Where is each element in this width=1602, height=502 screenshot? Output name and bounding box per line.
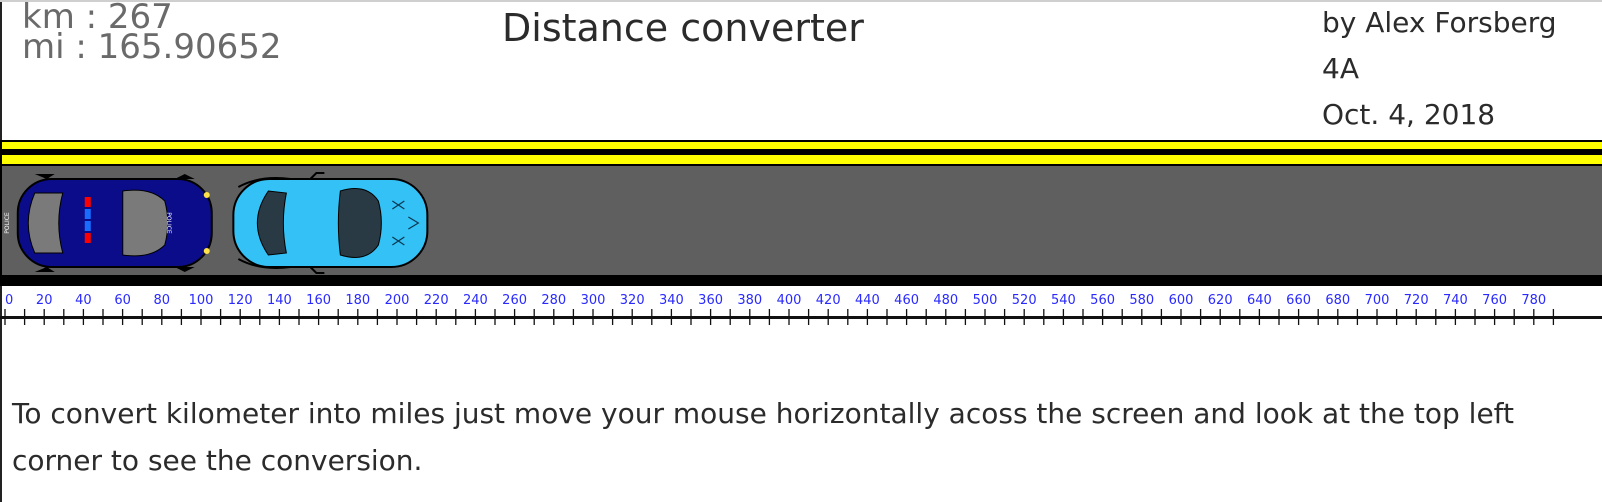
police-label-rear: POLICE <box>4 212 11 234</box>
ruler-label: 260 <box>502 293 527 308</box>
ruler-label: 460 <box>894 293 919 308</box>
ruler-label: 520 <box>1012 293 1037 308</box>
police-car: POLICE POLICE <box>4 174 213 272</box>
ruler-label: 640 <box>1247 293 1272 308</box>
ruler-label: 660 <box>1286 293 1311 308</box>
km-readout: km : 267 <box>22 0 173 37</box>
ruler-label: 40 <box>75 293 92 308</box>
ruler-label: 540 <box>1051 293 1076 308</box>
ruler-label: 180 <box>345 293 370 308</box>
ruler-label: 200 <box>385 293 410 308</box>
ruler-label: 300 <box>581 293 606 308</box>
ruler-label: 240 <box>463 293 488 308</box>
ruler-label: 140 <box>267 293 292 308</box>
date-label: Oct. 4, 2018 <box>1322 98 1496 131</box>
ruler-label: 340 <box>659 293 684 308</box>
lane-line-bottom <box>2 155 1602 164</box>
ruler-label: 740 <box>1443 293 1468 308</box>
ruler-label: 60 <box>114 293 131 308</box>
distance-ruler: 0 20 40 60 80 100 120 140 160 180 200 220 240 260 280 3… <box>0 293 1602 325</box>
ruler-label: 400 <box>777 293 802 308</box>
lane-line-top <box>2 142 1602 149</box>
ruler-baseline <box>0 316 1602 319</box>
class-label: 4A <box>1322 52 1359 85</box>
ruler-label: 280 <box>541 293 566 308</box>
ruler-label: 100 <box>189 293 214 308</box>
ruler-label: 480 <box>933 293 958 308</box>
frame-top-edge <box>0 0 1602 2</box>
ruler-label: 440 <box>855 293 880 308</box>
ruler-label: 360 <box>698 293 723 308</box>
blue-sports-car <box>232 172 429 274</box>
ruler-label: 560 <box>1090 293 1115 308</box>
ruler-label: 320 <box>620 293 645 308</box>
instructions-text: To convert kilometer into miles just mov… <box>12 397 1515 477</box>
ruler-label: 760 <box>1482 293 1507 308</box>
police-label-front: POLICE <box>165 212 172 234</box>
ruler-label: 420 <box>816 293 841 308</box>
ruler-label: 720 <box>1404 293 1429 308</box>
ruler-label: 220 <box>424 293 449 308</box>
ruler-label: 580 <box>1129 293 1154 308</box>
ruler-label: 380 <box>737 293 762 308</box>
ruler-label: 500 <box>973 293 998 308</box>
ruler-label: 0 <box>5 293 13 308</box>
cars-layer: POLICE POLICE <box>4 172 429 274</box>
ruler-label: 80 <box>154 293 171 308</box>
author-credit: by Alex Forsberg <box>1322 6 1557 39</box>
page-title: Distance converter <box>502 6 864 50</box>
ruler-label: 20 <box>36 293 53 308</box>
ruler-ticks: 0 20 40 60 80 100 120 140 160 180 200 220 240 260 280 3… <box>4 293 1555 325</box>
ruler-label: 600 <box>1169 293 1194 308</box>
ruler-label: 620 <box>1208 293 1233 308</box>
road: POLICE POLICE <box>0 140 1602 286</box>
ruler-label: 120 <box>228 293 253 308</box>
ruler-label: 160 <box>306 293 331 308</box>
ruler-label: 680 <box>1325 293 1350 308</box>
ruler-label: 700 <box>1365 293 1390 308</box>
ruler-label: 780 <box>1521 293 1546 308</box>
mi-readout: mi : 165.90652 <box>22 27 282 67</box>
